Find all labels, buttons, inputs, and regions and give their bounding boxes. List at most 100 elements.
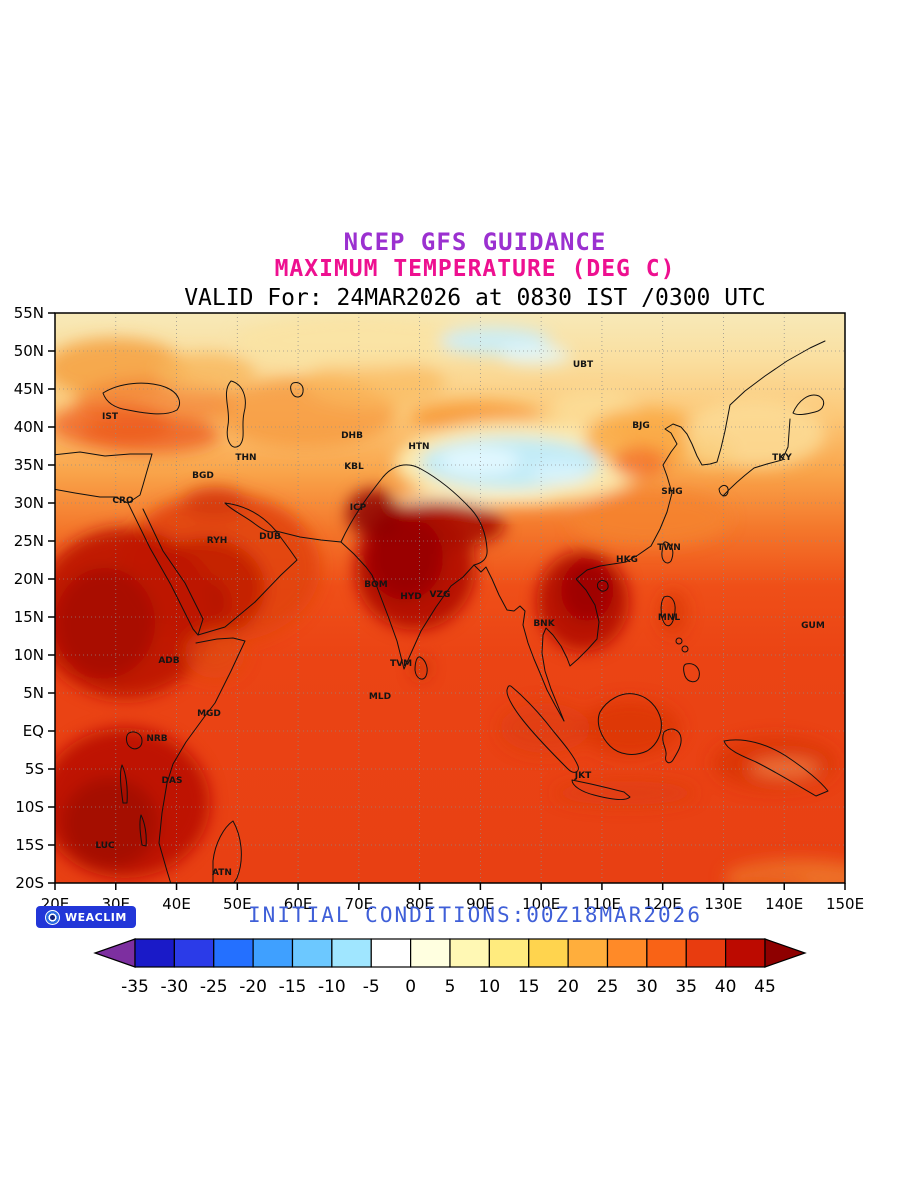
lat-label: EQ bbox=[23, 722, 44, 740]
station-label-mgd: MGD bbox=[197, 709, 221, 719]
colorbar-segment bbox=[410, 938, 451, 968]
colorbar-label: -25 bbox=[200, 977, 228, 997]
colorbar-segment bbox=[606, 938, 648, 968]
colorbar-arrow-left bbox=[93, 938, 136, 968]
lat-label: 55N bbox=[14, 304, 44, 322]
station-label-mnl: MNL bbox=[658, 613, 680, 623]
station-label-thn: THN bbox=[235, 453, 256, 463]
station-label-gum: GUM bbox=[801, 621, 825, 631]
colorbar-segment bbox=[213, 938, 254, 968]
colorbar-segment bbox=[488, 938, 530, 968]
station-label-dhb: DHB bbox=[341, 431, 363, 441]
station-label-ryh: RYH bbox=[207, 536, 228, 546]
colorbar-segment bbox=[685, 938, 727, 968]
colorbar-segment bbox=[370, 938, 412, 968]
lon-label: 40E bbox=[162, 895, 191, 913]
weaclim-label: WEACLIM bbox=[65, 910, 127, 924]
station-label-cro: CRO bbox=[112, 496, 134, 506]
station-label-twn: TWN bbox=[657, 543, 681, 553]
graticule bbox=[55, 313, 845, 883]
colorbar-segment bbox=[291, 938, 333, 968]
lon-label: 70E bbox=[345, 895, 374, 913]
colorbar-segment bbox=[646, 938, 687, 968]
colorbar-label: -35 bbox=[121, 977, 149, 997]
temperature-map: IST THN BGD CRO RYH DUB DHB KBL ICP HTN UBT BJG SHG T… bbox=[14, 304, 864, 913]
station-label-das: DAS bbox=[162, 776, 183, 786]
station-label-shg: SHG bbox=[661, 487, 682, 497]
lat-label: 20S bbox=[15, 874, 44, 892]
lon-label: 140E bbox=[765, 895, 803, 913]
station-label-ist: IST bbox=[102, 412, 119, 422]
lat-label: 20N bbox=[14, 570, 44, 588]
initial-conditions-line: INITIAL CONDITIONS:00Z18MAR2026 bbox=[248, 903, 702, 927]
colorbar-arrow-right bbox=[764, 938, 807, 968]
colorbar-label: 20 bbox=[557, 977, 579, 997]
station-label-bom: BOM bbox=[364, 580, 388, 590]
station-label-icp: ICP bbox=[350, 503, 367, 513]
lon-label: 50E bbox=[223, 895, 252, 913]
colorbar-label: 40 bbox=[715, 977, 737, 997]
lat-label: 35N bbox=[14, 456, 44, 474]
weaclim-badge: WEACLIM bbox=[36, 906, 136, 928]
lon-label: 100E bbox=[522, 895, 560, 913]
map-frame bbox=[54, 312, 846, 884]
lat-label: 10N bbox=[14, 646, 44, 664]
colorbar-segment bbox=[252, 938, 294, 968]
lat-label: 30N bbox=[14, 494, 44, 512]
colorbar-segment bbox=[331, 938, 372, 968]
colorbar-segment bbox=[725, 938, 766, 968]
weaclim-logo-icon bbox=[45, 909, 60, 925]
station-label-jkt: JKT bbox=[574, 771, 592, 781]
station-label-tky: TKY bbox=[772, 453, 792, 463]
axis-labels: 55N 50N 45N 40N 35N 30N 25N 20N 15N 10N 5N EQ 5S 10S 1… bbox=[14, 304, 864, 913]
colorbar-segment bbox=[134, 938, 175, 968]
lat-label: 40N bbox=[14, 418, 44, 436]
lon-label: 80E bbox=[405, 895, 434, 913]
colorbar-label: 35 bbox=[675, 977, 697, 997]
lat-label: 25N bbox=[14, 532, 44, 550]
axis-ticks bbox=[48, 312, 846, 890]
lon-label: 120E bbox=[644, 895, 682, 913]
lat-label: 50N bbox=[14, 342, 44, 360]
lon-label: 60E bbox=[284, 895, 313, 913]
coastlines bbox=[55, 340, 829, 883]
colorbar-label: 10 bbox=[479, 977, 501, 997]
station-label-hkg: HKG bbox=[616, 555, 638, 565]
station-label-luc: LUC bbox=[95, 841, 115, 851]
station-label-bgd: BGD bbox=[192, 471, 214, 481]
lat-label: 10S bbox=[15, 798, 44, 816]
station-labels: IST THN BGD CRO RYH DUB DHB KBL ICP HTN UBT BJG SHG T… bbox=[95, 360, 825, 878]
colorbar-label: 15 bbox=[518, 977, 540, 997]
colorbar-label: 0 bbox=[405, 977, 416, 997]
colorbar-segment bbox=[173, 938, 215, 968]
colorbar-segment bbox=[528, 938, 569, 968]
station-label-bnk: BNK bbox=[533, 619, 555, 629]
colorbar-segment bbox=[449, 938, 490, 968]
lon-label: 150E bbox=[826, 895, 864, 913]
colorbar-label: 30 bbox=[636, 977, 658, 997]
lat-label: 5N bbox=[23, 684, 44, 702]
lon-label: 90E bbox=[466, 895, 495, 913]
chart-subtitle: MAXIMUM TEMPERATURE (DEG C) bbox=[274, 256, 676, 282]
station-label-dub: DUB bbox=[259, 532, 281, 542]
station-label-nrb: NRB bbox=[146, 734, 167, 744]
colorbar-label: -30 bbox=[160, 977, 188, 997]
colorbar-label: 45 bbox=[754, 977, 776, 997]
station-label-htn: HTN bbox=[408, 442, 429, 452]
station-label-tvm: TVM bbox=[390, 659, 412, 669]
lat-label: 45N bbox=[14, 380, 44, 398]
chart-title: NCEP GFS GUIDANCE bbox=[343, 228, 607, 256]
colorbar-label: -20 bbox=[239, 977, 267, 997]
station-label-vzg: VZG bbox=[430, 590, 451, 600]
station-label-atn: ATN bbox=[212, 868, 232, 878]
station-label-mld: MLD bbox=[369, 692, 391, 702]
station-label-kbl: KBL bbox=[344, 462, 364, 472]
colorbar-segment bbox=[567, 938, 609, 968]
station-label-adb: ADB bbox=[158, 656, 179, 666]
colorbar-label: -10 bbox=[318, 977, 346, 997]
lat-label: 5S bbox=[25, 760, 44, 778]
lat-label: 15N bbox=[14, 608, 44, 626]
colorbar-label: -5 bbox=[363, 977, 380, 997]
colorbar-label: 25 bbox=[597, 977, 619, 997]
lon-label: 130E bbox=[704, 895, 742, 913]
